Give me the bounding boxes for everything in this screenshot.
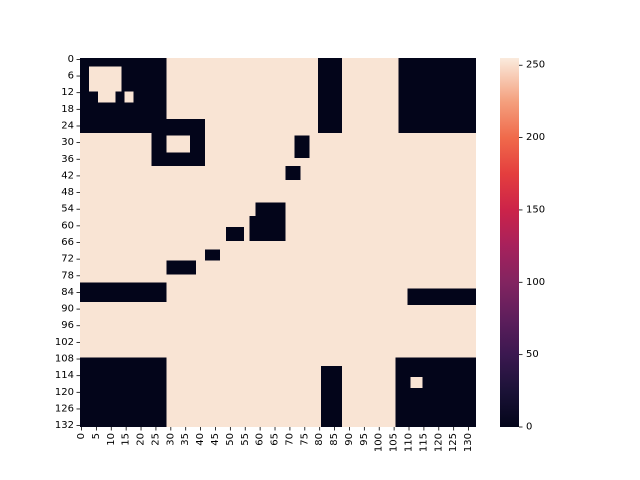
heatmap-cell-dark-region: [255, 202, 286, 217]
y-tick-label: 72: [61, 254, 74, 265]
x-tick-label: 20: [136, 433, 147, 446]
heatmap-cell-light-region: [410, 377, 423, 389]
heatmap-cell-dark-region: [294, 135, 310, 158]
x-tick-label: 75: [299, 433, 310, 446]
colorbar-axis: 0 50 100 150 200 250: [519, 60, 545, 433]
y-tick-label: 18: [61, 104, 74, 115]
x-tick-label: 110: [404, 433, 415, 452]
y-tick-label: 48: [61, 187, 74, 198]
heatmap-cell-light-region: [166, 135, 191, 153]
y-tick-label: 12: [61, 87, 74, 98]
heatmap-cell-dark-region: [395, 357, 476, 427]
x-tick-label: 125: [448, 433, 459, 452]
y-tick-label: 36: [61, 154, 74, 165]
heatmap-cell-dark-region: [318, 58, 343, 133]
heatmap-cell-dark-region: [321, 365, 343, 427]
y-tick-label: 24: [61, 120, 74, 131]
x-tick-label: 50: [225, 433, 236, 446]
heatmap-cell-dark-region: [80, 357, 167, 427]
y-tick-label: 84: [61, 287, 74, 298]
x-tick-label: 105: [389, 433, 400, 452]
y-tick-label: 132: [55, 420, 74, 431]
colorbar-scale: [500, 58, 519, 427]
heatmap-cell-light-region: [88, 66, 122, 92]
y-tick-label: 120: [55, 387, 74, 398]
y-tick-label: 102: [55, 337, 74, 348]
colorbar-tick-label: 50: [526, 349, 539, 360]
colorbar-tick-label: 200: [526, 132, 545, 143]
y-tick-label: 108: [55, 354, 74, 365]
x-tick-label: 5: [91, 433, 102, 439]
y-tick-label: 0: [68, 54, 74, 65]
x-tick-label: 55: [240, 433, 251, 446]
heatmap-plot-area: [80, 58, 476, 427]
x-tick-label: 90: [344, 433, 355, 446]
heatmap-cell-light-region: [97, 91, 116, 103]
heatmap-cell-dark-region: [407, 288, 476, 305]
y-tick-label: 114: [55, 370, 74, 381]
heatmap-cell-dark-region: [80, 282, 167, 303]
y-tick-label: 96: [61, 320, 74, 331]
colorbar: 0 50 100 150 200 250: [500, 58, 545, 433]
heatmap-cells: [80, 58, 476, 427]
x-tick-label: 120: [433, 433, 444, 452]
x-tick-label: 130: [463, 433, 474, 452]
y-tick-label: 6: [68, 71, 74, 82]
x-tick-label: 25: [150, 433, 161, 446]
heatmap-cell-dark-region: [285, 166, 301, 181]
heatmap-cell-dark-region: [249, 216, 286, 242]
x-tick-label: 70: [284, 433, 295, 446]
x-tick-label: 95: [359, 433, 370, 446]
colorbar-tick-label: 100: [526, 277, 545, 288]
x-tick-label: 45: [210, 433, 221, 446]
colorbar-tick-label: 0: [526, 422, 532, 433]
x-tick-label: 10: [106, 433, 117, 446]
heatmap-cell-dark-region: [225, 227, 244, 242]
x-tick-label: 35: [180, 433, 191, 446]
y-tick-label: 60: [61, 220, 74, 231]
colorbar-tick-label: 150: [526, 204, 545, 215]
y-tick-label: 42: [61, 170, 74, 181]
heatmap-cell-dark-region: [205, 249, 220, 261]
y-tick-label: 66: [61, 237, 74, 248]
x-tick-label: 15: [121, 433, 132, 446]
x-tick-label: 60: [255, 433, 266, 446]
x-tick-label: 80: [314, 433, 325, 446]
y-tick-label: 90: [61, 304, 74, 315]
x-tick-label: 85: [329, 433, 340, 446]
y-tick-label: 126: [55, 403, 74, 414]
x-tick-label: 40: [195, 433, 206, 446]
y-tick-label: 54: [61, 204, 74, 215]
y-axis: 0 6 12 18 24 30 36 42 48 54 60 66 72 78 84 90 96 102 108 11…: [55, 54, 80, 431]
heatmap-cell-dark-region: [398, 58, 476, 133]
x-tick-label: 0: [76, 433, 87, 439]
heatmap-cell-dark-region: [166, 260, 197, 275]
y-tick-label: 78: [61, 270, 74, 281]
x-tick-label: 115: [418, 433, 429, 452]
x-tick-label: 100: [374, 433, 385, 452]
x-tick-label: 65: [270, 433, 281, 446]
x-tick-label: 30: [165, 433, 176, 446]
x-axis: 0 5 10 15 20 25 30 35 40 45 50 55 60 65 70 75 80 85 90 95 10…: [76, 427, 474, 452]
colorbar-tick-label: 250: [526, 60, 545, 71]
heatmap-cell-light-region: [124, 91, 134, 103]
y-tick-label: 30: [61, 137, 74, 148]
